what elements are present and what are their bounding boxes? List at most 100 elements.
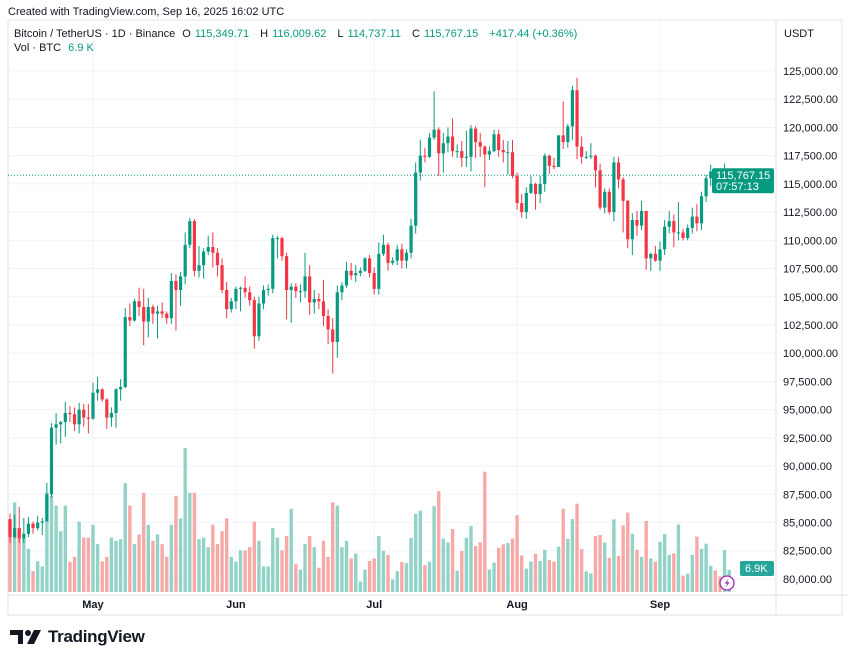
volume-bar xyxy=(681,575,685,592)
candle xyxy=(400,243,404,269)
volume-bar xyxy=(257,540,261,592)
volume-bar xyxy=(413,513,418,592)
high-number: 116,009.62 xyxy=(272,28,327,40)
candle xyxy=(363,257,367,272)
volume-bar xyxy=(197,539,201,592)
volume-bar xyxy=(538,560,542,592)
price-tick-label: 102,500.00 xyxy=(783,320,838,332)
volume-bar xyxy=(229,556,233,592)
candle-body xyxy=(197,265,201,271)
candle-body xyxy=(137,301,141,307)
candle-body xyxy=(349,270,353,276)
price-tick-label: 112,500.00 xyxy=(783,207,837,219)
volume-bar xyxy=(109,537,114,592)
candle-body xyxy=(686,227,690,239)
candle xyxy=(672,214,676,248)
candle xyxy=(501,139,505,163)
candle xyxy=(367,254,372,278)
candle xyxy=(644,210,648,270)
candle-body xyxy=(321,301,326,316)
candle-body xyxy=(552,165,556,167)
volume-bar xyxy=(713,570,718,592)
price-tick-label: 117,500.00 xyxy=(783,151,837,163)
volume-bar xyxy=(381,550,386,592)
volume-bar xyxy=(395,571,399,592)
candle xyxy=(464,130,468,167)
candle-body xyxy=(409,225,413,253)
candle-body xyxy=(695,216,699,224)
candle-body xyxy=(128,317,132,321)
volume-bar xyxy=(82,537,86,592)
candle xyxy=(474,126,478,158)
volume-bar xyxy=(86,537,91,592)
candle xyxy=(285,252,289,320)
candle xyxy=(123,308,127,389)
candle xyxy=(72,407,77,432)
lightning-icon[interactable] xyxy=(719,575,735,591)
price-tick-label: 105,000.00 xyxy=(783,292,838,304)
candle-body xyxy=(215,252,220,266)
candle-body xyxy=(474,128,478,143)
candle xyxy=(137,287,141,316)
candle-body xyxy=(603,191,607,208)
candle-body xyxy=(506,152,510,154)
candle-body xyxy=(40,521,44,523)
candle-body xyxy=(561,135,565,143)
candle xyxy=(529,175,533,195)
candle xyxy=(155,305,160,339)
candle-body xyxy=(386,244,390,263)
open-value: O 115,349.71 xyxy=(182,28,253,40)
candle-body xyxy=(17,528,21,539)
candle xyxy=(229,297,233,313)
candle xyxy=(414,162,418,234)
candle-body xyxy=(225,289,229,310)
volume-bar xyxy=(298,569,303,592)
candle-body xyxy=(667,221,671,227)
candle xyxy=(169,273,173,324)
candle-body xyxy=(317,299,321,302)
candle xyxy=(49,423,54,498)
candle-body xyxy=(160,311,164,314)
volume-bar xyxy=(653,561,658,592)
candle-body xyxy=(593,155,598,171)
volume-label[interactable]: Vol · BTC xyxy=(14,42,62,54)
candle-body xyxy=(533,183,538,195)
candle-body xyxy=(36,522,40,529)
candle xyxy=(391,257,395,266)
volume-bar xyxy=(635,549,639,592)
candles xyxy=(8,77,731,543)
candle xyxy=(483,145,487,188)
low-number: 114,737.11 xyxy=(347,28,401,40)
last-price-box xyxy=(712,168,774,194)
volume-bar xyxy=(271,528,275,592)
time-tick-label: May xyxy=(82,599,104,611)
candle xyxy=(418,139,422,181)
candle xyxy=(202,248,206,279)
candle xyxy=(26,516,31,538)
price-chart[interactable]: 125,000.00 122,500.00 120,000.00 117,500.00… xyxy=(0,0,848,620)
candle-body xyxy=(612,162,616,213)
currency-label[interactable]: USDT xyxy=(784,28,814,40)
candle-body xyxy=(312,299,316,303)
symbol-title[interactable]: Bitcoin / TetherUS · 1D · Binance xyxy=(14,28,176,40)
candle xyxy=(36,515,40,531)
candle-body xyxy=(381,244,386,254)
volume-bar xyxy=(547,560,552,592)
candle xyxy=(220,258,224,294)
low-value: L 114,737.11 xyxy=(337,28,405,40)
volume-bar xyxy=(510,538,515,592)
volume-bar xyxy=(340,547,344,592)
candle xyxy=(100,388,104,402)
candle xyxy=(566,124,570,148)
candle-body xyxy=(119,387,123,390)
volume-bar xyxy=(358,581,363,592)
candle xyxy=(616,156,621,189)
last-price-text: 115,767.15 xyxy=(716,170,770,182)
candle-body xyxy=(123,317,127,388)
volume-bar xyxy=(183,448,187,592)
volume-bar xyxy=(261,566,266,592)
candle-body xyxy=(243,287,247,293)
volume-bar xyxy=(35,561,40,592)
candle-body xyxy=(206,247,210,252)
candle-body xyxy=(188,221,192,245)
